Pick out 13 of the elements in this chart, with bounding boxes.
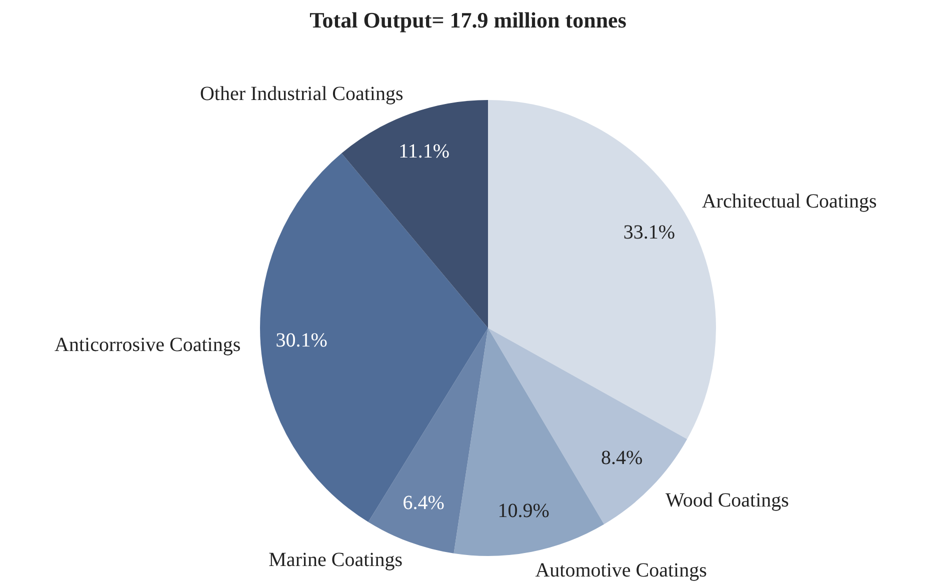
data-label: 6.4% [402, 492, 444, 514]
data-label: 30.1% [276, 330, 328, 352]
slice-label: Architectual Coatings [702, 190, 878, 213]
chart-title: Total Output= 17.9 million tonnes [310, 8, 627, 33]
data-label: 11.1% [398, 140, 450, 163]
slice-label: Marine Coatings [268, 549, 403, 572]
slice-label: Anticorrosive Coatings [54, 334, 241, 356]
slice-label: Automotive Coatings [535, 560, 708, 582]
data-label: 8.4% [601, 446, 643, 469]
data-label: 33.1% [623, 222, 676, 244]
slice-label: Other Industrial Coatings [200, 83, 404, 106]
data-label: 10.9% [498, 500, 550, 522]
slice-label: Wood Coatings [666, 489, 790, 512]
